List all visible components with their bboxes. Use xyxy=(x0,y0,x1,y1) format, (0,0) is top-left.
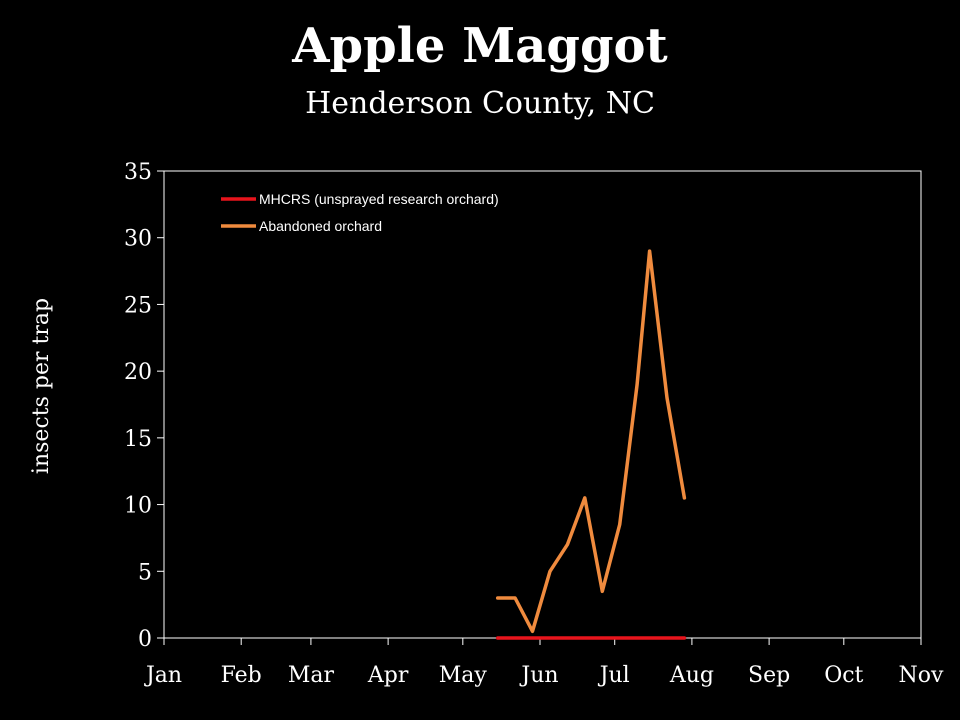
y-tick-label: 15 xyxy=(124,427,152,452)
y-axis-label: insects per trap xyxy=(29,298,54,474)
x-tick-label: Mar xyxy=(288,663,335,688)
legend-label: MHCRS (unsprayed research orchard) xyxy=(259,191,499,207)
x-tick-label: Aug xyxy=(669,663,714,688)
legend-label: Abandoned orchard xyxy=(259,218,382,234)
y-tick-label: 30 xyxy=(124,227,152,252)
x-tick-label: Nov xyxy=(899,663,944,688)
y-tick-label: 5 xyxy=(138,560,152,585)
legend: MHCRS (unsprayed research orchard) Abando… xyxy=(221,191,499,234)
y-tick-label: 20 xyxy=(124,360,152,385)
y-tick-label: 25 xyxy=(124,293,152,318)
chart-subtitle: Henderson County, NC xyxy=(305,86,655,121)
chart-title: Apple Maggot xyxy=(292,18,668,74)
series-line-2 xyxy=(495,249,687,634)
x-axis: Jan Feb Mar Apr May Jun Jul Aug Sep Oct Nov xyxy=(144,638,944,688)
series-group xyxy=(495,249,687,640)
x-tick-label: Oct xyxy=(824,663,863,688)
plot-area-border xyxy=(163,170,922,639)
y-tick-label: 35 xyxy=(124,160,152,185)
x-tick-label: May xyxy=(439,663,488,688)
y-tick-label: 0 xyxy=(138,627,152,652)
x-tick-label: Apr xyxy=(367,663,409,688)
x-tick-label: Jul xyxy=(598,663,630,688)
y-axis: 0 5 10 15 20 25 30 35 xyxy=(124,160,164,652)
x-tick-label: Sep xyxy=(748,663,790,688)
x-tick-label: Jan xyxy=(144,663,182,688)
x-tick-label: Jun xyxy=(519,663,558,688)
y-tick-label: 10 xyxy=(124,494,152,519)
x-tick-label: Feb xyxy=(221,663,262,688)
